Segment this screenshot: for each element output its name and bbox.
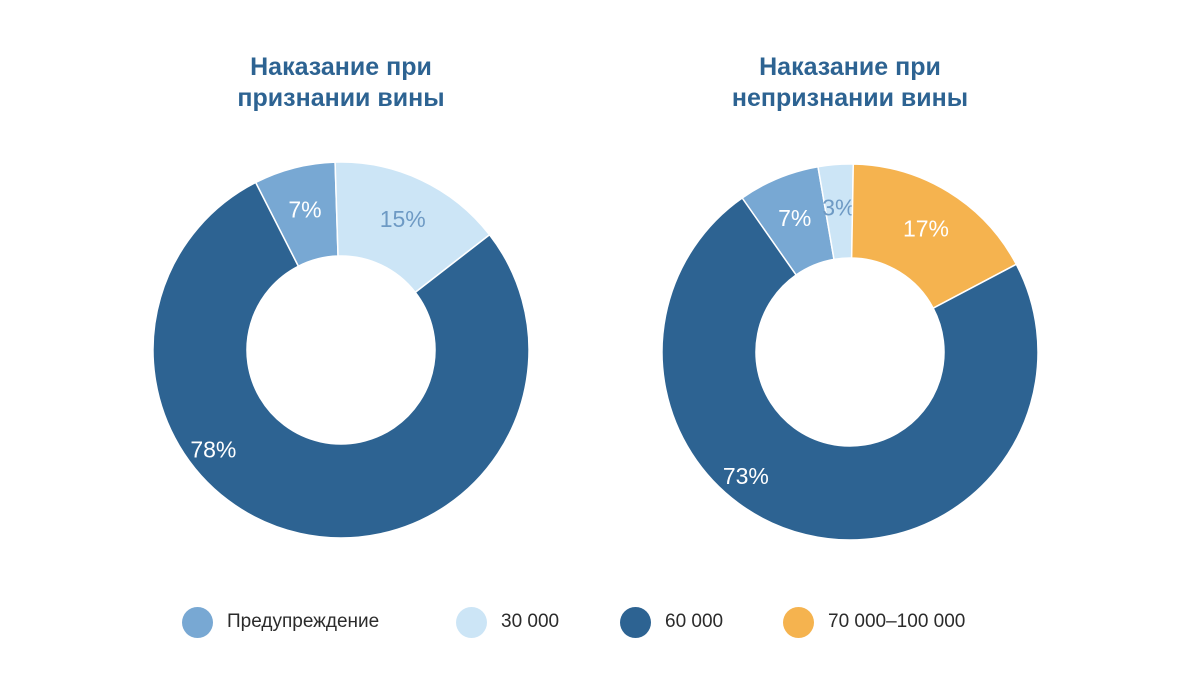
donut-0-slice-30-000 bbox=[334, 161, 491, 294]
donut-1-label-30-000: 3% bbox=[822, 194, 855, 220]
legend-item-30000: 30 000 bbox=[456, 604, 559, 640]
legend-swatch-warning bbox=[182, 606, 213, 638]
donut-1-slice-70-000-100-000 bbox=[850, 163, 1018, 310]
donut-1-label-70-000-100-000: 17% bbox=[903, 215, 949, 241]
legend-label-warning: Предупреждение bbox=[227, 611, 380, 632]
chart-legend: Предупреждение 30 000 60 000 70 000–100 … bbox=[0, 604, 1200, 640]
legend-swatch-60000 bbox=[620, 606, 651, 638]
donut-0-label-30-000: 15% bbox=[380, 206, 426, 232]
donut-1-label-предупреждение: 7% bbox=[778, 205, 811, 231]
donut-0-label-60-000: 78% bbox=[190, 437, 236, 463]
chart-title-denial: Наказание при непризнании вины bbox=[650, 52, 1050, 114]
chart-title-admission-line2: признании вины bbox=[237, 84, 445, 112]
donut-0-label-предупреждение: 7% bbox=[288, 197, 321, 223]
donut-0-slice-60-000 bbox=[152, 181, 530, 539]
legend-label-30000: 30 000 bbox=[501, 611, 560, 632]
chart-title-denial-line1: Наказание при bbox=[759, 53, 941, 81]
chart-title-admission-line1: Наказание при bbox=[250, 53, 432, 81]
legend-swatch-70000-100000 bbox=[783, 606, 814, 638]
chart-title-denial-line2: непризнании вины bbox=[731, 84, 969, 112]
chart-title-admission: Наказание при признании вины bbox=[141, 52, 541, 114]
legend-item-warning: Предупреждение bbox=[182, 604, 379, 640]
legend-swatch-30000 bbox=[456, 606, 487, 638]
legend-label-70000-100000: 70 000–100 000 bbox=[828, 611, 966, 632]
legend-item-70000-100000: 70 000–100 000 bbox=[783, 604, 965, 640]
donut-1-label-60-000: 73% bbox=[723, 463, 769, 489]
donut-1-slice-60-000 bbox=[661, 196, 1039, 541]
legend-label-60000: 60 000 bbox=[665, 611, 724, 632]
donut-charts: 7% 15% 78% 7% 3% 17% 73% bbox=[152, 161, 1039, 541]
legend-item-60000: 60 000 bbox=[620, 604, 723, 640]
